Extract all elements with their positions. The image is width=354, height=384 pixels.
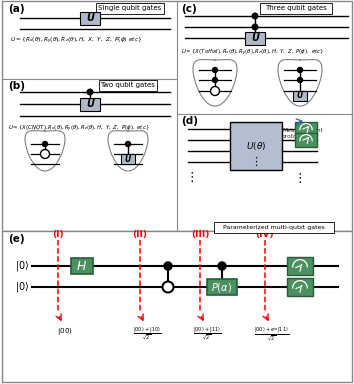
Bar [295,133,317,147]
Circle shape [162,281,173,293]
Bar [2,231,352,382]
Bar [214,222,334,232]
Text: $U = \left\{R_x(\theta), R_y(\theta), R_z(\theta), H,\ X,\ Y,\ Z,\ P(\phi)\ etc\: $U = \left\{R_x(\theta), R_y(\theta), R_… [10,36,142,46]
Circle shape [164,262,172,270]
Text: $|0\rangle$: $|0\rangle$ [15,259,29,273]
Circle shape [297,68,303,73]
Text: U: U [86,99,94,109]
Text: $H$: $H$ [76,260,87,273]
Text: Single qubit gates: Single qubit gates [98,5,162,11]
Circle shape [212,78,217,83]
Circle shape [252,13,258,19]
Text: Parameterized multi-qubit gates: Parameterized multi-qubit gates [223,225,325,230]
Bar [2,1,352,231]
Text: $\frac{|00\rangle+|11\rangle}{\sqrt{2}}$: $\frac{|00\rangle+|11\rangle}{\sqrt{2}}$ [193,325,221,341]
Text: (IV): (IV) [256,230,274,239]
Bar [295,122,317,136]
Circle shape [252,24,258,30]
Text: (b): (b) [8,81,25,91]
Text: $P(\alpha)$: $P(\alpha)$ [211,280,233,293]
Text: (e): (e) [8,234,25,244]
Bar [99,79,157,91]
Text: $U = \left\{X(CNOT), R_x(\theta), R_y(\theta), R_z(\theta), H,\ Y,\ Z,\ P(\phi).: $U = \left\{X(CNOT), R_x(\theta), R_y(\t… [8,124,150,134]
Text: $|0\rangle$: $|0\rangle$ [15,280,29,294]
Circle shape [297,78,303,83]
Text: ⋮: ⋮ [294,172,306,185]
Bar [80,98,100,111]
Circle shape [40,149,50,159]
Text: ⋮: ⋮ [186,171,198,184]
Text: Two qubit gates: Two qubit gates [101,82,155,88]
Circle shape [211,86,219,96]
Circle shape [126,141,131,147]
Text: $U(\theta)$: $U(\theta)$ [246,139,266,152]
Text: (d): (d) [181,116,198,126]
Text: (a): (a) [8,4,25,14]
Text: $\frac{|00\rangle+|10\rangle}{\sqrt{2}}$: $\frac{|00\rangle+|10\rangle}{\sqrt{2}}$ [133,325,161,341]
Text: U: U [125,154,131,164]
Bar [207,279,237,295]
Bar [121,154,135,164]
Text: ⋮: ⋮ [250,157,262,167]
Circle shape [87,89,93,95]
Circle shape [42,141,47,147]
Text: (I): (I) [52,230,64,239]
Text: (c): (c) [181,4,197,14]
Circle shape [212,68,217,73]
Text: $|00\rangle$: $|00\rangle$ [57,325,73,337]
Text: U: U [251,33,259,43]
Bar [287,278,313,296]
Text: $U = \left\{X(Toffoli), R_x(\theta), R_y(\theta), R_z(\theta), H,\ Y,\ Z,\ P(\ph: $U = \left\{X(Toffoli), R_x(\theta), R_y… [181,48,324,58]
Bar [96,3,164,13]
Bar [230,121,282,169]
Text: Measurement
protocol: Measurement protocol [282,128,323,139]
Text: Three qubit gates: Three qubit gates [265,5,327,11]
Text: (III): (III) [191,230,209,239]
Bar [293,91,307,101]
Bar [287,257,313,275]
Circle shape [218,262,226,270]
Text: U: U [86,13,94,23]
Bar [71,258,93,274]
Bar [260,3,332,13]
Text: U: U [297,91,303,101]
Bar [245,31,265,45]
Bar [80,12,100,25]
Text: (II): (II) [132,230,148,239]
Text: $\frac{|00\rangle+e^{i\alpha}|11\rangle}{\sqrt{2}}$: $\frac{|00\rangle+e^{i\alpha}|11\rangle}… [254,325,290,343]
